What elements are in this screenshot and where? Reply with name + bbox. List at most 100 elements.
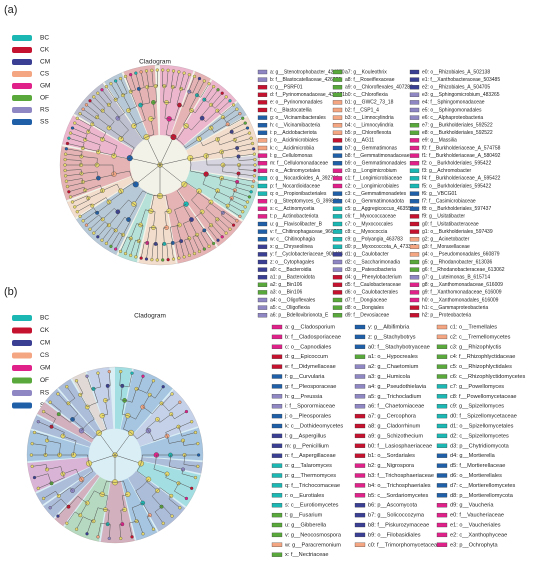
clado-arc <box>230 130 232 132</box>
clado-node <box>252 147 256 151</box>
clado-branch <box>146 87 151 103</box>
taxon-swatch <box>332 206 343 211</box>
clado-arc <box>112 164 115 175</box>
taxon-label: e3: p__Ochrophyta <box>450 542 498 548</box>
clado-sector <box>76 181 147 255</box>
taxon-label: t: g__Fusarium <box>285 513 323 519</box>
clado-node <box>30 464 34 468</box>
clado-branch <box>146 481 158 491</box>
clado-arc <box>87 454 90 464</box>
taxon-label: c9: g__Polyangia_463783 <box>345 237 403 243</box>
clado-branch <box>208 227 219 241</box>
taxon-swatch <box>436 542 448 547</box>
legend-label: GM <box>40 83 50 90</box>
clado-arc <box>88 198 90 200</box>
clado-branch <box>122 220 131 235</box>
clado-branch <box>96 116 110 128</box>
clado-arc <box>127 236 131 239</box>
clado-branch <box>196 234 205 250</box>
clado-branch <box>130 223 137 239</box>
clado-arc <box>198 138 204 146</box>
clado-node <box>84 103 89 107</box>
taxon-label: b2: f__CSP1_4 <box>345 107 379 113</box>
taxon-label: c1: f__Longimicrobiaceae <box>345 176 402 182</box>
taxon-swatch <box>271 344 283 349</box>
clado-arc <box>138 87 145 90</box>
cladogram-title: Cladogram <box>134 313 166 320</box>
legend-swatch <box>12 402 32 409</box>
taxon-swatch <box>271 542 283 547</box>
clado-node <box>92 95 96 99</box>
clado-arc <box>55 490 59 497</box>
clado-branch <box>169 466 184 470</box>
clado-node <box>197 76 202 81</box>
taxon-swatch <box>409 214 420 219</box>
taxon-swatch <box>271 324 283 330</box>
taxon-label: c2: c__Tremellomycetes <box>450 334 511 340</box>
clado-arc <box>102 494 108 496</box>
clado-sector <box>118 192 153 263</box>
clado-arc <box>205 155 208 166</box>
taxon-label: d3: p__Chytridiomycota <box>450 443 510 449</box>
clado-node <box>100 88 104 92</box>
taxon-swatch <box>271 423 283 429</box>
taxon-swatch <box>271 404 283 409</box>
clado-arc <box>128 219 131 221</box>
clado-arc <box>62 473 65 478</box>
clado-node <box>144 257 149 261</box>
clado-branch <box>43 411 56 420</box>
taxon-swatch <box>409 123 420 128</box>
taxon-label: a3: o__Bin106 <box>270 290 302 296</box>
clado-arc <box>120 399 125 401</box>
taxon-label: c3: c__Gemmatimonadetes <box>345 191 407 197</box>
clado-branch <box>150 195 155 212</box>
taxon-swatch <box>332 145 343 151</box>
clado-node <box>193 430 198 435</box>
taxon-swatch <box>436 384 448 389</box>
clado-node <box>65 385 69 389</box>
taxon-label: b0: c__Chloroflexia <box>345 92 388 98</box>
clado-arc <box>132 502 143 508</box>
taxon-swatch <box>409 145 420 151</box>
clado-branch <box>204 230 214 244</box>
taxon-swatch <box>332 313 343 318</box>
taxon-swatch <box>436 453 448 458</box>
taxon-label: j: o__Acidimicrobiales <box>269 138 319 144</box>
clado-node <box>187 73 191 77</box>
taxon-label: b6: p__Ascomycota <box>368 503 418 509</box>
clado-branch <box>70 191 86 198</box>
taxon-swatch <box>257 168 268 173</box>
clado-sector <box>72 372 107 432</box>
taxon-label: g8: g__Xanthomonadaceae_616009 <box>422 282 503 288</box>
clado-branch <box>70 132 86 139</box>
clado-branch <box>66 511 76 524</box>
clado-arc <box>69 419 73 423</box>
clado-branch <box>128 205 137 220</box>
taxon-swatch <box>257 259 268 265</box>
clado-node <box>192 74 197 79</box>
clado-node <box>207 244 211 248</box>
taxon-swatch <box>257 176 268 181</box>
clado-arc <box>183 454 185 465</box>
clado-branch <box>108 127 123 138</box>
clado-branch <box>213 124 228 133</box>
clado-node <box>129 73 133 77</box>
taxon-swatch <box>271 374 283 379</box>
taxon-label: e8: o__Burkholderiales_592522 <box>422 130 493 136</box>
clado-sector <box>67 176 135 218</box>
clado-node <box>141 532 145 536</box>
clado-node <box>177 222 182 228</box>
clado-node <box>134 71 138 75</box>
clado-branch <box>77 203 92 212</box>
taxon-label: p: f__Nocardioidaceae <box>270 183 320 189</box>
taxon-label: z: o__Cytophagales <box>270 259 315 265</box>
taxon-swatch <box>332 77 343 82</box>
clado-node <box>228 227 232 231</box>
clado-branch <box>188 76 195 92</box>
clado-branch <box>176 225 182 242</box>
taxon-swatch <box>271 453 283 458</box>
taxon-label: h: c__Vicinamibacteria <box>270 123 320 129</box>
taxon-swatch <box>436 404 448 409</box>
clado-node <box>253 163 257 167</box>
clado-arc <box>87 402 98 408</box>
